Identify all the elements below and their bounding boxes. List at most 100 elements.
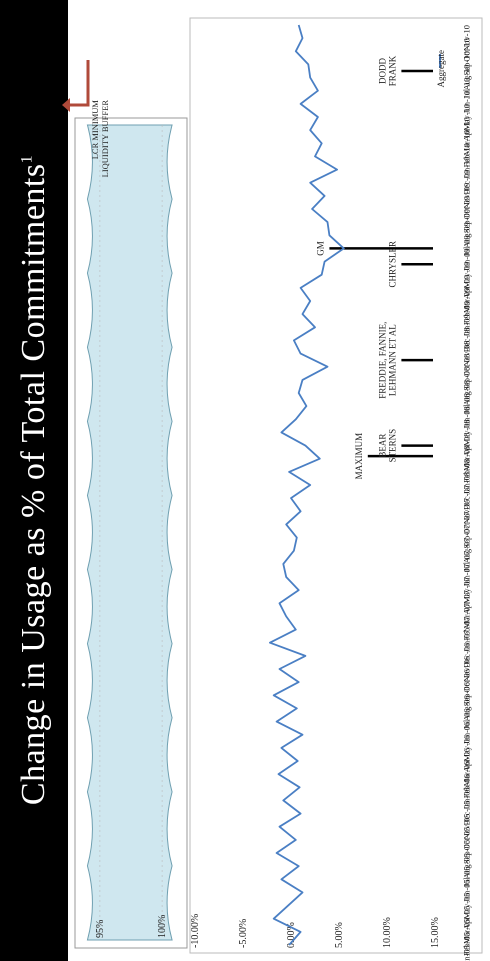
category-tick-label: Oct-05 — [462, 827, 472, 851]
category-tick-label: Jan-10 — [462, 156, 472, 179]
category-tick-label: Dec-06 — [462, 643, 472, 668]
category-tick-label: Dec-09 — [462, 170, 472, 195]
annotation-arrow-head — [62, 98, 70, 112]
usage-y-tick-label: -5.00% — [238, 919, 249, 948]
category-tick-label: Mar-05 — [462, 919, 472, 944]
category-tick-label: Jan-07 — [462, 630, 472, 653]
usage-panel-frame — [189, 17, 483, 954]
liquidity-y-tick-label: 100% — [157, 915, 168, 938]
liquidity-buffer-area — [86, 124, 173, 941]
usage-y-tick-label: 10.00% — [382, 917, 393, 948]
category-tick-label: Aug-08 — [462, 380, 472, 406]
category-tick-label: Feb-09 — [462, 301, 472, 325]
category-tick-label: Dec-07 — [462, 485, 472, 510]
category-tick-label: Nov-08 — [462, 340, 472, 366]
category-tick-label: Sep-07 — [462, 524, 472, 548]
category-tick-label: Sep-09 — [462, 209, 472, 233]
category-tick-label: Oct-08 — [462, 354, 472, 378]
category-tick-label: Nov-06 — [462, 656, 472, 682]
category-tick-label: Dec-08 — [462, 327, 472, 352]
liquidity-panel: 100% 95% LCR MINIMUM LIQUIDITY BUFFER — [62, 60, 188, 949]
annotation-line-1: LCR MINIMUM — [90, 100, 100, 160]
category-tick-label: Jan-06 — [462, 787, 472, 810]
category-tick-label: Jun-05 — [462, 879, 472, 902]
usage-y-tick-label: 5.00% — [334, 922, 345, 948]
category-tick-label: Nov-07 — [462, 498, 472, 524]
category-tick-label: Aug-06 — [462, 695, 472, 721]
category-tick-label: May-10 — [462, 104, 472, 131]
category-tick-label: Nov-05 — [462, 814, 472, 840]
annotation-arrow-shaft — [70, 60, 90, 107]
event-label: FRANK — [387, 55, 397, 86]
category-tick-label: Jul-10 — [462, 78, 472, 99]
category-tick-label: Mar-06 — [462, 761, 472, 786]
category-tick-label: Apr-07 — [462, 590, 472, 614]
category-tick-label: Nov-09 — [462, 183, 472, 209]
category-tick-label: Sep-05 — [462, 840, 472, 864]
category-tick-label: Jul-05 — [462, 866, 472, 887]
category-tick-label: Aug-10 — [462, 64, 472, 90]
category-tick-label: Apr-09 — [462, 275, 472, 299]
category-tick-label: Dec-05 — [462, 800, 472, 825]
category-tick-label: Jan-08 — [462, 472, 472, 495]
category-tick-label: Aug-09 — [462, 222, 472, 248]
liquidity-panel-frame — [74, 117, 188, 949]
event-label: FREDDIE, FANNIE, — [377, 322, 387, 399]
category-tick-label: Apr-10 — [462, 117, 472, 141]
category-tick-label: May-07 — [462, 577, 472, 604]
event-label: CHRYSLER — [387, 241, 397, 288]
category-tick-label: Jul-09 — [462, 235, 472, 256]
category-tick-label: Oct-07 — [462, 511, 472, 535]
category-tick-label: May-08 — [462, 419, 472, 446]
category-tick-label: Apr-05 — [462, 906, 472, 930]
category-tick-label: Apr-06 — [462, 748, 472, 772]
category-tick-label: Jul-08 — [462, 393, 472, 414]
event-label: STERNS — [387, 429, 397, 463]
event-label: LEHMANN ET AL — [387, 324, 397, 396]
aggregate-series-line — [268, 24, 345, 946]
category-tick-label: Jun-10 — [462, 91, 472, 114]
category-tick-label: Feb-10 — [462, 143, 472, 167]
liquidity-y-tick-label: 95% — [95, 920, 106, 938]
category-tick-label: Jun-07 — [462, 564, 472, 587]
category-tick-label: Jun-09 — [462, 248, 472, 271]
category-tick-label: Mar-10 — [462, 130, 472, 155]
category-tick-label: Feb-07 — [462, 616, 472, 640]
category-tick-label: May-06 — [462, 735, 472, 762]
event-label: GM — [315, 241, 325, 256]
category-tick-label: Jan-09 — [462, 314, 472, 337]
category-tick-label: Mar-08 — [462, 446, 472, 471]
usage-panel: -10.00% -5.00% 0.00% 5.00% 10.00% 15.00% Jan-0… — [189, 17, 483, 961]
category-tick-label: Mar-07 — [462, 603, 472, 628]
category-tick-label: Feb-05 — [462, 932, 472, 956]
category-tick-label: Sep-08 — [462, 367, 472, 391]
category-tick-label: Aug-05 — [462, 853, 472, 879]
usage-y-tick-label: 0.00% — [286, 922, 297, 948]
category-tick-label: Feb-08 — [462, 459, 472, 483]
title-band: Change in Usage as % of Total Commitment… — [0, 0, 68, 961]
category-tick-label: Jun-06 — [462, 722, 472, 745]
category-tick-label: Aug-07 — [462, 538, 472, 564]
category-tick-label: Jul-07 — [462, 551, 472, 572]
category-tick-label: Oct-10 — [462, 38, 472, 62]
category-tick-label: Feb-06 — [462, 774, 472, 798]
category-tick-label: Nov-10 — [462, 25, 472, 51]
category-tick-label: Jul-06 — [462, 708, 472, 729]
event-label: DODD — [377, 58, 387, 84]
category-tick-label: Oct-06 — [462, 669, 472, 693]
event-label: MAXIMUM — [354, 433, 364, 480]
category-tick-label: Apr-08 — [462, 432, 472, 456]
usage-y-tick-label: -10.00% — [190, 914, 201, 948]
usage-y-tick-label: 15.00% — [430, 917, 441, 948]
event-label: BEAR — [377, 434, 387, 458]
category-tick-label: Sep-10 — [462, 51, 472, 75]
legend-label: Aggregate — [436, 50, 446, 87]
annotation-line-2: LIQUIDITY BUFFER — [100, 100, 110, 178]
category-tick-label: Jan-05 — [462, 945, 472, 961]
category-tick-label: Jun-08 — [462, 406, 472, 429]
category-tick-label: May-09 — [462, 262, 472, 289]
category-tick-label: Oct-09 — [462, 196, 472, 220]
category-tick-label: May-05 — [462, 892, 472, 919]
category-tick-label: Mar-09 — [462, 288, 472, 313]
